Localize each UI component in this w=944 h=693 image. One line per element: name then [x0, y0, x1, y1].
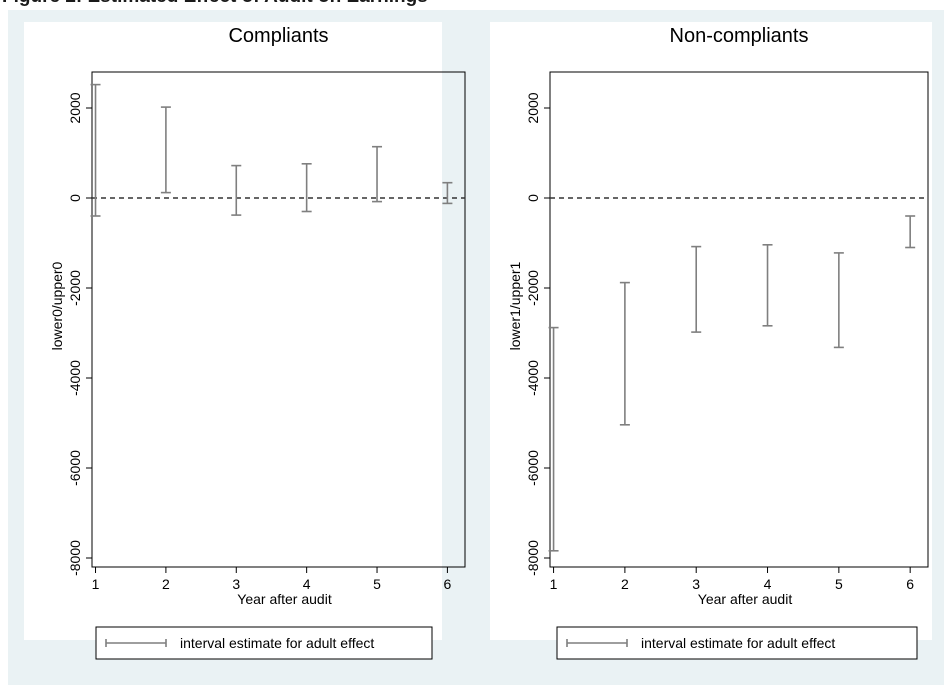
compliants-x-axis-label: Year after audit: [237, 591, 332, 607]
compliants-interval-year-6: [442, 181, 453, 205]
noncompliants-panel: [490, 22, 932, 640]
compliants-title: Compliants: [228, 25, 328, 47]
noncompliants-x-tick-label: 2: [621, 576, 629, 592]
noncompliants-interval-year-6: [905, 215, 916, 249]
noncompliants-y-tick-label: 2000: [525, 92, 541, 123]
noncompliants-x-tick-label: 1: [550, 576, 558, 592]
noncompliants-x-tick-label: 5: [835, 576, 843, 592]
compliants-x-tick-label: 5: [373, 576, 381, 592]
heading-strip: Figure 2: Estimated Effect of Audit on E…: [0, 0, 944, 10]
compliants-y-tick-label: 0: [67, 194, 83, 202]
compliants-interval-year-4: [301, 163, 312, 213]
noncompliants-plot-frame: [549, 71, 929, 568]
chart-compliants: Compliants 2000 0 -2000 -4000 -6000 -8000 lower…: [24, 22, 466, 660]
compliants-interval-year-3: [231, 164, 242, 216]
compliants-y-tick-label: -6000: [67, 450, 83, 486]
compliants-y-tick-label: -4000: [67, 360, 83, 396]
noncompliants-x-tick-label: 3: [692, 576, 700, 592]
noncompliants-y-axis-label: lower1/upper1: [507, 261, 523, 350]
noncompliants-y-tick-label: -6000: [525, 450, 541, 486]
compliants-interval-year-1: [90, 83, 101, 217]
noncompliants-interval-year-5: [833, 252, 844, 349]
compliants-x-tick-label: 3: [232, 576, 240, 592]
noncompliants-legend-label: interval estimate for adult effect: [641, 635, 835, 651]
compliants-y-tick-label: -2000: [67, 270, 83, 306]
compliants-x-tick-label: 6: [444, 576, 452, 592]
compliants-y-tick-label: -8000: [67, 540, 83, 576]
chart-noncompliants: Non-compliants 2000 0 -2000 -4000 -6000 -8000 l…: [490, 22, 932, 660]
page-heading: Figure 2: Estimated Effect of Audit on E…: [2, 0, 428, 8]
noncompliants-interval-year-3: [691, 245, 702, 333]
compliants-x-tick-label: 2: [162, 576, 170, 592]
compliants-interval-year-2: [160, 106, 171, 194]
noncompliants-interval-year-1: [548, 326, 559, 552]
noncompliants-y-tick-label: -2000: [525, 270, 541, 306]
noncompliants-title: Non-compliants: [670, 25, 809, 47]
compliants-panel: [24, 22, 442, 640]
noncompliants-x-tick-label: 6: [906, 576, 914, 592]
compliants-legend-label: interval estimate for adult effect: [180, 635, 374, 651]
compliants-x-tick-label: 1: [92, 576, 100, 592]
compliants-interval-year-5: [372, 145, 383, 203]
noncompliants-y-tick-label: -4000: [525, 360, 541, 396]
compliants-x-tick-label: 4: [303, 576, 311, 592]
noncompliants-y-tick-label: -8000: [525, 540, 541, 576]
noncompliants-x-tick-label: 4: [764, 576, 772, 592]
compliants-y-tick-label: 2000: [67, 92, 83, 123]
compliants-plot-frame: [91, 71, 466, 568]
noncompliants-y-tick-label: 0: [525, 194, 541, 202]
noncompliants-interval-year-4: [762, 244, 773, 327]
compliants-y-axis-label: lower0/upper0: [49, 261, 65, 350]
noncompliants-interval-year-2: [619, 281, 630, 426]
noncompliants-x-axis-label: Year after audit: [698, 591, 793, 607]
